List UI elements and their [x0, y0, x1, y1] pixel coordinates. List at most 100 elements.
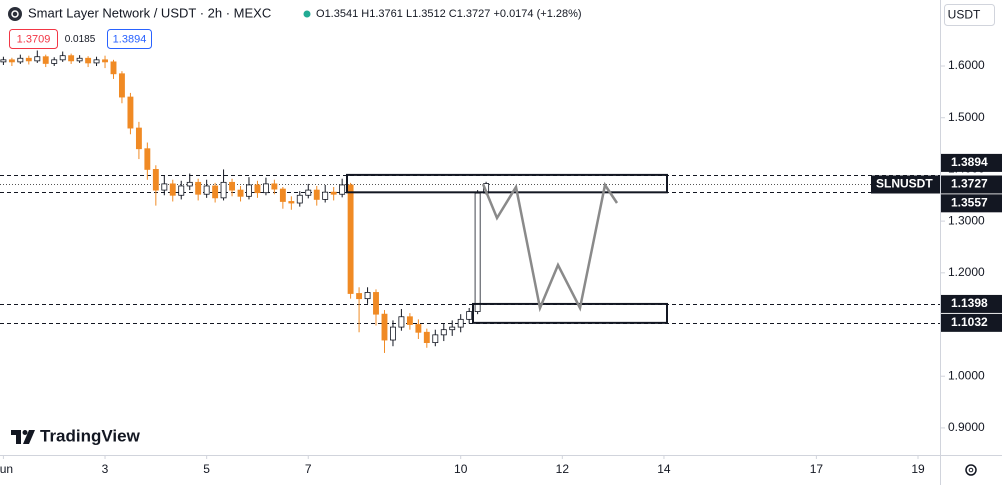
- level-price-label: 1.3894: [951, 155, 988, 169]
- candle-body: [144, 148, 151, 170]
- x-tick-label: 7: [305, 462, 312, 476]
- level-price-label: 1.1032: [951, 315, 988, 329]
- candle-body: [8, 59, 15, 63]
- currency-button[interactable]: [944, 4, 995, 26]
- legend-label: H: [361, 8, 369, 20]
- x-tick-label: 19: [911, 462, 925, 476]
- candle-body: [356, 293, 363, 300]
- currency-label: USDT: [948, 8, 981, 22]
- symbol-box: [871, 175, 940, 194]
- level-price-box: [941, 194, 1002, 213]
- candle-body: [135, 127, 142, 150]
- candle-body: [262, 183, 269, 194]
- chart-title[interactable]: Smart Layer Network / USDT · 2h · MEXC: [28, 5, 271, 20]
- candle-body: [76, 57, 83, 62]
- candle-body: [296, 194, 303, 204]
- candle-body: [330, 191, 337, 195]
- brand-name: TradingView: [40, 426, 141, 445]
- y-tick-label: 1.3000: [948, 213, 985, 227]
- candle-body: [440, 329, 447, 336]
- y-tick-label: 1.5000: [948, 110, 985, 124]
- ask-price: 1.3894: [113, 33, 147, 45]
- candle-body: [364, 292, 371, 300]
- brand-logo: [11, 430, 35, 444]
- level-price-label: 1.3557: [951, 195, 988, 209]
- ohlc-legend: O1.3541 H1.3761 L1.3512 C1.3727 +0.0174 …: [316, 8, 582, 20]
- candle-body: [373, 292, 379, 315]
- y-tick-label: 1.0000: [948, 368, 985, 382]
- candle-body: [271, 183, 278, 190]
- level-price-box: [941, 153, 1002, 172]
- last-price-label: 1.3727: [951, 177, 988, 191]
- x-tick-label: 5: [203, 462, 210, 476]
- candle-body: [186, 181, 193, 187]
- candle-body: [398, 316, 405, 328]
- brand-mark: [11, 430, 21, 444]
- candle-body: [110, 61, 117, 75]
- candle-body: [68, 55, 75, 62]
- x-tick-label: 12: [556, 462, 570, 476]
- brand-mark-dot: [22, 430, 28, 435]
- brand-mark-slash: [23, 430, 35, 444]
- spread: 0.0185: [65, 34, 96, 45]
- candle-body: [25, 57, 32, 62]
- y-tick-label: 1.2000: [948, 265, 985, 279]
- legend-value: 1.3727: [457, 8, 491, 20]
- bid-price: 1.3709: [17, 33, 51, 45]
- zigzag-projection: [481, 181, 619, 313]
- settings-icon-center: [968, 467, 974, 473]
- status-dot: [303, 10, 311, 18]
- x-tick-label: 14: [657, 462, 671, 476]
- level-price-box: [941, 313, 1002, 332]
- level-price-box: [941, 294, 1002, 313]
- candle-body: [102, 59, 108, 63]
- y-tick-label: 0.9000: [948, 420, 985, 434]
- candle-body: [34, 56, 41, 62]
- candle-body: [178, 185, 185, 196]
- candle-body: [305, 189, 312, 196]
- candle-body: [203, 185, 210, 195]
- candle-body: [406, 316, 413, 325]
- candle-body: [339, 184, 346, 195]
- bid-box[interactable]: [9, 29, 58, 49]
- candle-body: [195, 181, 202, 195]
- candle-body: [0, 59, 7, 63]
- legend-label: C: [449, 8, 457, 20]
- x-tick-label: 17: [810, 462, 824, 476]
- legend-change: +0.0174: [493, 8, 533, 20]
- candle-body: [322, 191, 329, 200]
- candle-body: [85, 57, 92, 64]
- candle-body: [51, 59, 58, 64]
- legend-label: O: [316, 8, 325, 20]
- legend-value: 1.3761: [369, 8, 403, 20]
- settings-icon[interactable]: [965, 464, 977, 476]
- y-tick-label: 1.6000: [948, 58, 985, 72]
- x-tick-label: 3: [102, 462, 109, 476]
- candle-body: [449, 326, 456, 331]
- symbol-label: SLNUSDT: [876, 177, 933, 191]
- candle-body: [279, 188, 286, 202]
- symbol-logo-mark: [11, 10, 19, 18]
- legend-label: L: [406, 8, 412, 20]
- level-price-label: 1.1398: [951, 296, 988, 310]
- candle-body: [423, 331, 430, 344]
- candle-body: [457, 318, 464, 328]
- axes: 0.90001.00001.10001.20001.30001.40001.50…: [0, 58, 1002, 476]
- candle-body: [381, 313, 388, 341]
- candle-body: [432, 334, 439, 344]
- candle-body: [161, 183, 168, 191]
- drawings: [346, 173, 668, 324]
- candle-body: [152, 169, 159, 191]
- last-price-box: [941, 175, 1002, 194]
- candle-body: [254, 184, 261, 194]
- x-tick-label: Jun: [0, 462, 13, 476]
- candle-body: [220, 181, 227, 199]
- candle-body: [59, 55, 66, 61]
- candle-body: [119, 73, 125, 98]
- legend-value: 1.3541: [325, 8, 359, 20]
- ask-box[interactable]: [107, 29, 152, 49]
- candle-body: [347, 184, 354, 294]
- candle-body: [466, 311, 473, 320]
- candle-body: [229, 181, 235, 191]
